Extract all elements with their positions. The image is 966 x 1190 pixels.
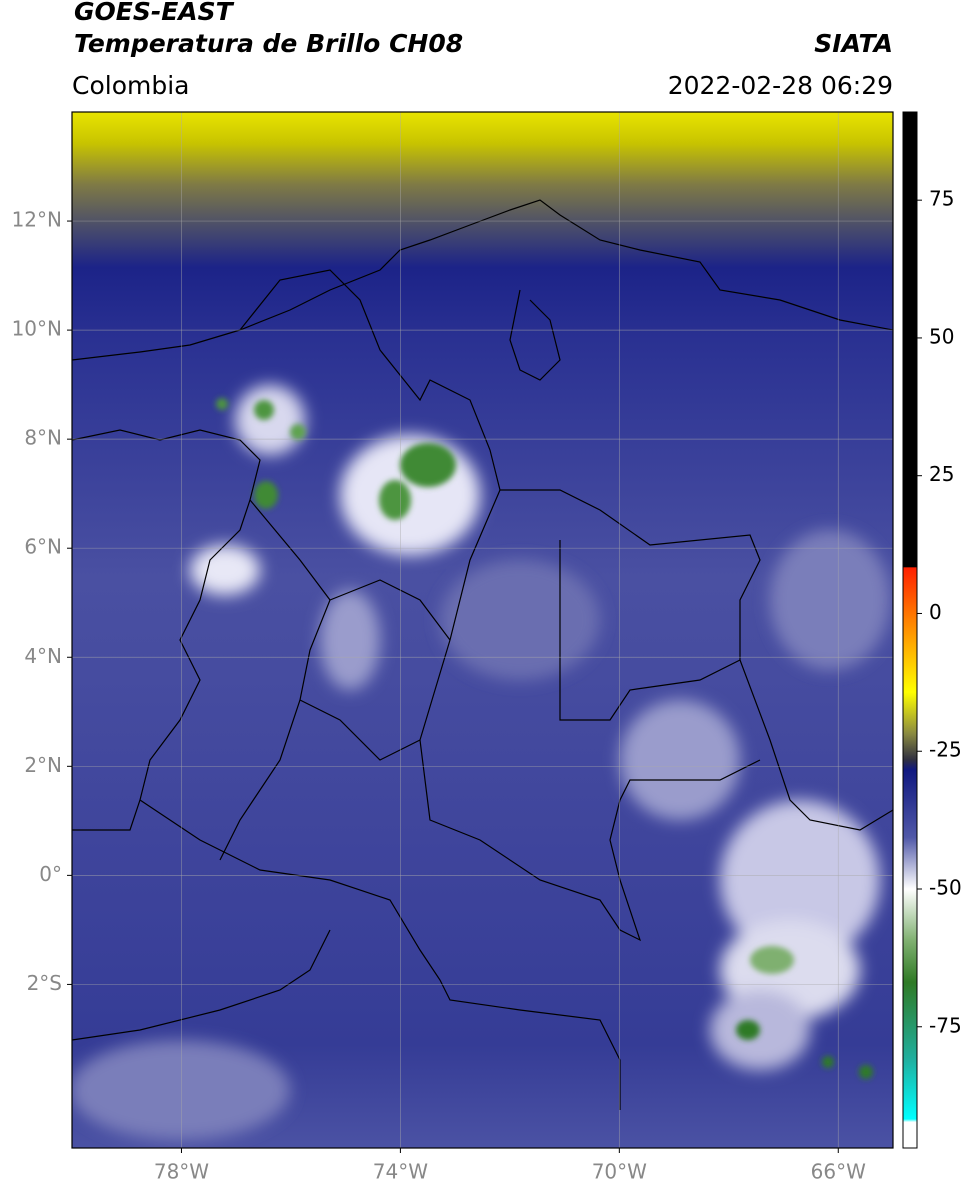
y-tick-label: 12°N [12, 208, 62, 232]
y-tick-label: 4°N [24, 644, 62, 668]
source: SIATA [814, 29, 893, 58]
cloud-cover [72, 385, 890, 1140]
x-tick-label: 66°W [811, 1160, 866, 1184]
colorbar-tick-label: 0 [929, 600, 942, 624]
colorbar-tick-label: 25 [929, 462, 954, 486]
x-tick-label: 78°W [154, 1160, 209, 1184]
colorbar-tick-label: 50 [929, 324, 954, 348]
map-imagery [72, 112, 893, 1148]
borders [72, 199, 893, 1110]
colorbar-tick-label: -25 [929, 738, 962, 762]
colorbar-tick-label: -50 [929, 876, 962, 900]
satellite: GOES-EAST [74, 0, 235, 26]
product: Temperatura de Brillo CH08 [74, 29, 463, 58]
map-frame [71, 111, 894, 1149]
y-tick-label: 10°N [12, 317, 62, 341]
grid [72, 112, 893, 1148]
y-tick-label: 6°N [24, 535, 62, 559]
colorbar-tick-label: 75 [929, 187, 954, 211]
y-tick-label: 8°N [24, 426, 62, 450]
x-tick-label: 70°W [592, 1160, 647, 1184]
colorbar-tick-label: -75 [929, 1013, 962, 1037]
colorbar [902, 111, 918, 1149]
y-tick-label: 2°N [24, 753, 62, 777]
timestamp: 2022-02-28 06:29 [668, 71, 893, 100]
convective-cores [216, 398, 873, 1079]
region: Colombia [72, 71, 189, 100]
x-tick-label: 74°W [373, 1160, 428, 1184]
y-tick-label: 0° [39, 862, 62, 886]
y-tick-label: 2°S [27, 971, 62, 995]
